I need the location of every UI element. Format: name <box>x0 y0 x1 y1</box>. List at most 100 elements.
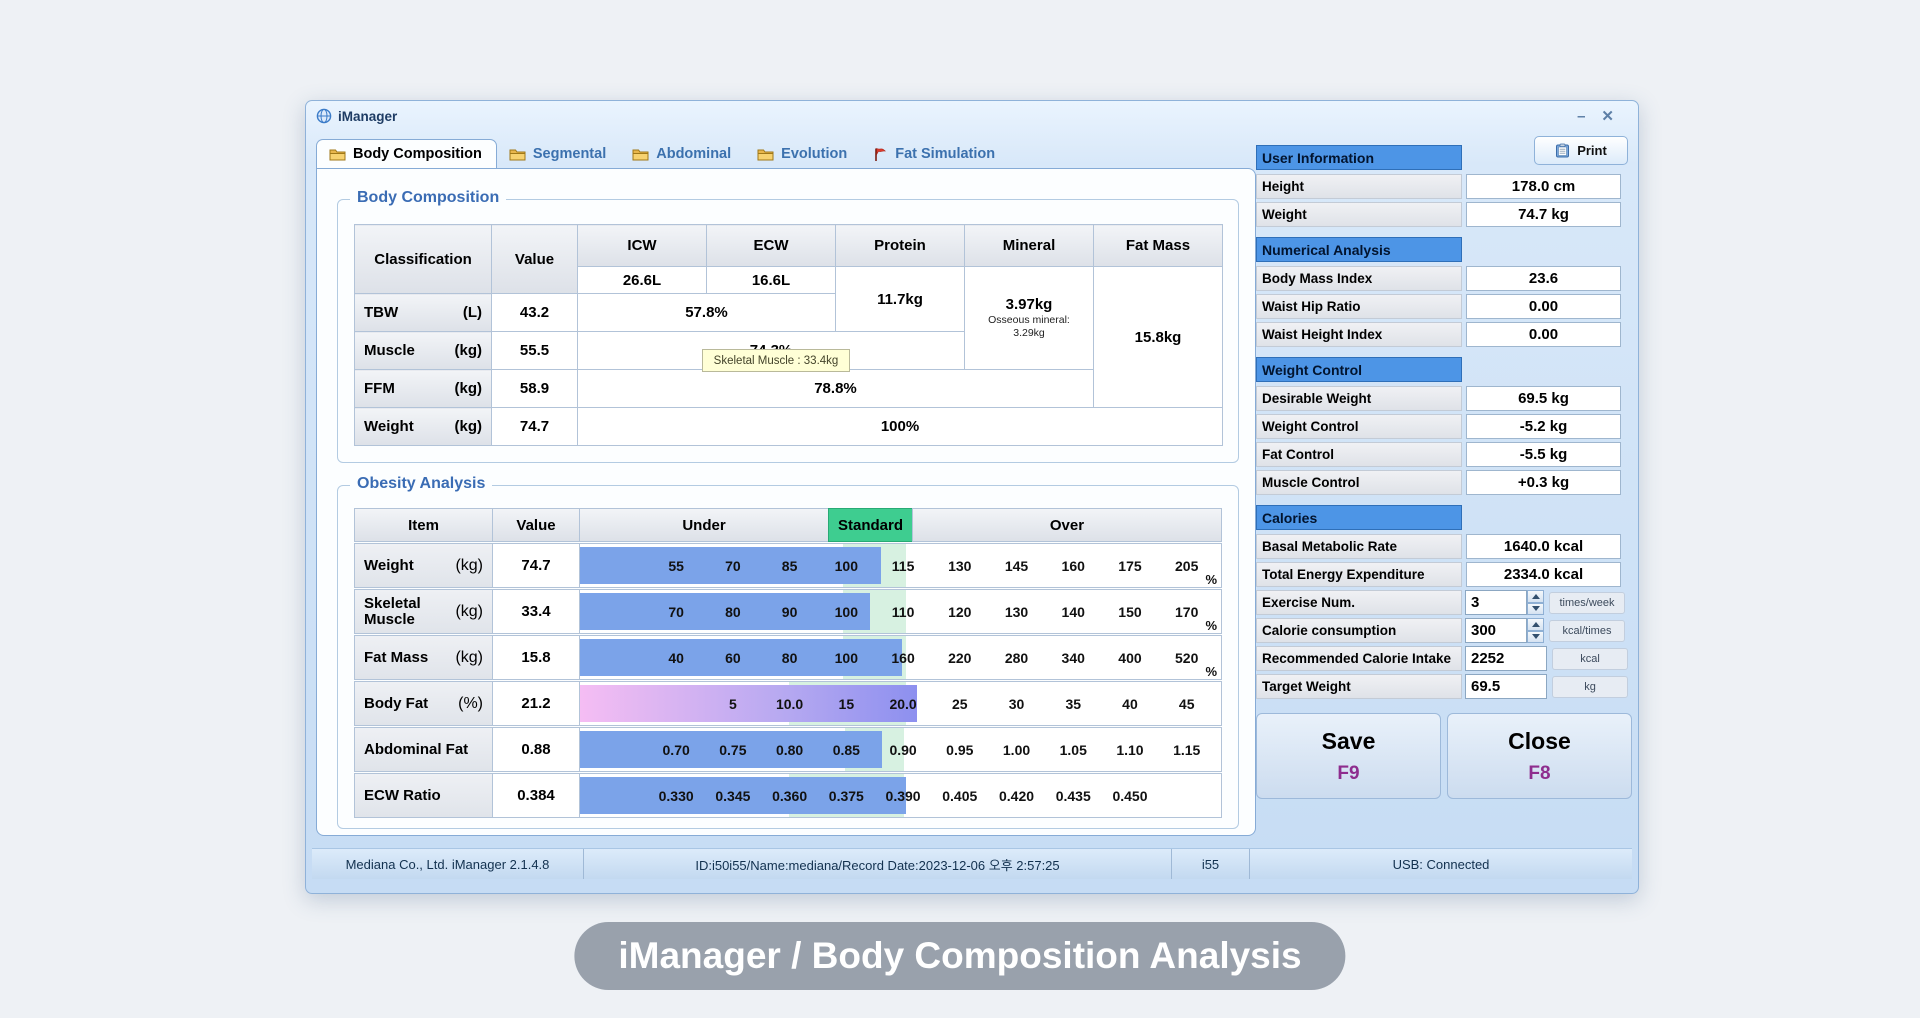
tick-label: 40 <box>1122 695 1138 712</box>
desirable-weight-row: Desirable Weight 69.5 kg <box>1256 386 1632 411</box>
spinner-up-icon[interactable] <box>1527 590 1544 603</box>
waist-hip-ratio-row: Waist Hip Ratio 0.00 <box>1256 294 1632 319</box>
tick-label: 30 <box>1008 695 1025 712</box>
tab-abdominal[interactable]: Abdominal <box>620 140 745 169</box>
tab-label: Segmental <box>532 146 607 162</box>
tick-label: 0.80 <box>775 741 804 758</box>
tick-label: 175 <box>1118 557 1142 574</box>
spinner-down-icon[interactable] <box>1527 602 1544 615</box>
minimize-button[interactable]: – <box>1577 107 1586 125</box>
spinner-down-icon[interactable] <box>1527 630 1544 643</box>
tick-label: 60 <box>725 649 741 666</box>
tick-label: 115 <box>891 557 915 574</box>
spinner-up-icon[interactable] <box>1527 618 1544 631</box>
tick-unit-label: % <box>1205 664 1217 679</box>
unit-label: times/week <box>1549 591 1625 614</box>
row-label-tbw: TBW (L) <box>354 293 492 332</box>
tick-label: 0.375 <box>828 787 864 804</box>
tick-label: 55 <box>668 557 684 574</box>
tick-label: 90 <box>781 603 798 620</box>
tick-label: 1.00 <box>1002 741 1031 758</box>
tick-label: 0.435 <box>1055 787 1091 804</box>
exercise-num-input[interactable]: 3 <box>1465 590 1527 615</box>
value-bar <box>580 731 882 768</box>
tick-label: 70 <box>725 557 741 574</box>
total-energy-expenditure-value: 2334.0 kcal <box>1466 562 1621 587</box>
tick-label: 140 <box>1061 603 1085 620</box>
tick-label: 1.15 <box>1173 741 1201 758</box>
fat-mass-scale: 40 60 80 100 160 220 280 340 400 520% <box>579 635 1222 680</box>
calorie-consumption-row: Calorie consumption 300 kcal/times <box>1256 618 1632 643</box>
icw-value: 26.6L <box>577 266 707 294</box>
value-bar <box>580 593 870 630</box>
obesity-row-skeletal-muscle: Skeletal Muscle (kg) 33.4 70 80 90 100 110 120… <box>354 589 1222 634</box>
row-label: Calorie consumption <box>1256 618 1462 643</box>
tick-label: 520 <box>1175 649 1199 666</box>
value-bar <box>580 685 918 722</box>
basal-metabolic-rate-value: 1640.0 kcal <box>1466 534 1621 559</box>
tbw-value: 43.2 <box>491 293 578 332</box>
skeletal-muscle-scale: 70 80 90 100 110 120 130 140 150 170% <box>579 589 1222 634</box>
status-bar: Mediana Co., Ltd. iManager 2.1.4.8 ID:i5… <box>312 848 1632 879</box>
tick-label: 0.450 <box>1112 787 1148 804</box>
row-label: Desirable Weight <box>1256 386 1462 411</box>
print-button[interactable]: Print <box>1534 136 1628 165</box>
tick-label: 45 <box>1178 695 1195 712</box>
unit-label: kg <box>1552 675 1628 698</box>
tab-label: Fat Simulation <box>895 146 996 162</box>
ecw-value: 16.6L <box>706 266 836 294</box>
tick-label: 35 <box>1065 695 1082 712</box>
print-icon <box>1555 143 1570 158</box>
calorie-consumption-spinner[interactable] <box>1527 618 1544 643</box>
section-header-numerical-analysis: Numerical Analysis <box>1256 237 1462 262</box>
bmi-value: 23.6 <box>1466 266 1621 291</box>
col-header-fat-mass: Fat Mass <box>1093 224 1223 267</box>
bmi-row: Body Mass Index 23.6 <box>1256 266 1632 291</box>
obesity-row-body-fat: Body Fat (%) 21.2 5 10.0 15 20.0 25 30 35 40 45 <box>354 681 1222 726</box>
obesity-row-ecw-ratio: ECW Ratio 0.384 0.330 0.345 0.360 0.375 0.39… <box>354 773 1222 818</box>
tab-body-composition[interactable]: Body Composition <box>316 139 497 170</box>
row-value: 21.2 <box>492 681 580 726</box>
row-label: Body Mass Index <box>1256 266 1462 291</box>
target-weight-input[interactable]: 69.5 <box>1465 674 1547 699</box>
row-label-ffm: FFM (kg) <box>354 369 492 408</box>
row-label: Weight <box>1256 202 1462 227</box>
calorie-consumption-input[interactable]: 300 <box>1465 618 1527 643</box>
tick-label: 0.330 <box>658 787 694 804</box>
tab-fat-simulation[interactable]: Fat Simulation <box>861 140 1009 169</box>
section-header-calories: Calories <box>1256 505 1462 530</box>
save-button[interactable]: Save F9 <box>1256 713 1441 799</box>
close-button[interactable]: ✕ <box>1601 107 1614 125</box>
tab-strip: Body Composition Segmental Abdominal Evo… <box>316 136 1628 170</box>
exercise-num-spinner[interactable] <box>1527 590 1544 615</box>
section-header-weight-control: Weight Control <box>1256 357 1462 382</box>
tick-label: 280 <box>1004 649 1029 666</box>
ecw-ratio-scale: 0.330 0.345 0.360 0.375 0.390 0.405 0.420 0.435… <box>579 773 1222 818</box>
fat-control-row: Fat Control -5.5 kg <box>1256 442 1632 467</box>
tick-label: 70 <box>668 603 684 620</box>
close-button-large[interactable]: Close F8 <box>1447 713 1632 799</box>
unit-label: kcal/times <box>1549 619 1625 642</box>
row-label: Fat Control <box>1256 442 1462 467</box>
action-buttons: Save F9 Close F8 <box>1256 713 1632 799</box>
value-bar <box>580 639 903 676</box>
row-label: Waist Hip Ratio <box>1256 294 1462 319</box>
section-header-user-information: User Information <box>1256 145 1462 170</box>
unit-label: kcal <box>1552 647 1628 670</box>
flag-icon <box>873 147 888 162</box>
status-company: Mediana Co., Ltd. iManager 2.1.4.8 <box>312 849 584 879</box>
value-bar <box>580 777 907 814</box>
col-header-classification: Classification <box>354 224 492 294</box>
tick-label: 400 <box>1118 649 1142 666</box>
skeletal-muscle-tooltip: Skeletal Muscle : 33.4kg <box>702 349 850 372</box>
muscle-control-value: +0.3 kg <box>1466 470 1621 495</box>
tab-segmental[interactable]: Segmental <box>497 140 620 169</box>
folder-icon <box>757 148 774 161</box>
tick-label: 85 <box>781 557 798 574</box>
basal-metabolic-rate-row: Basal Metabolic Rate 1640.0 kcal <box>1256 534 1632 559</box>
tick-label: 110 <box>891 603 915 620</box>
recommended-calorie-intake-input[interactable]: 2252 <box>1465 646 1547 671</box>
muscle-value: 55.5 <box>491 331 578 370</box>
tick-label: 0.420 <box>998 787 1035 804</box>
tab-evolution[interactable]: Evolution <box>745 140 861 169</box>
